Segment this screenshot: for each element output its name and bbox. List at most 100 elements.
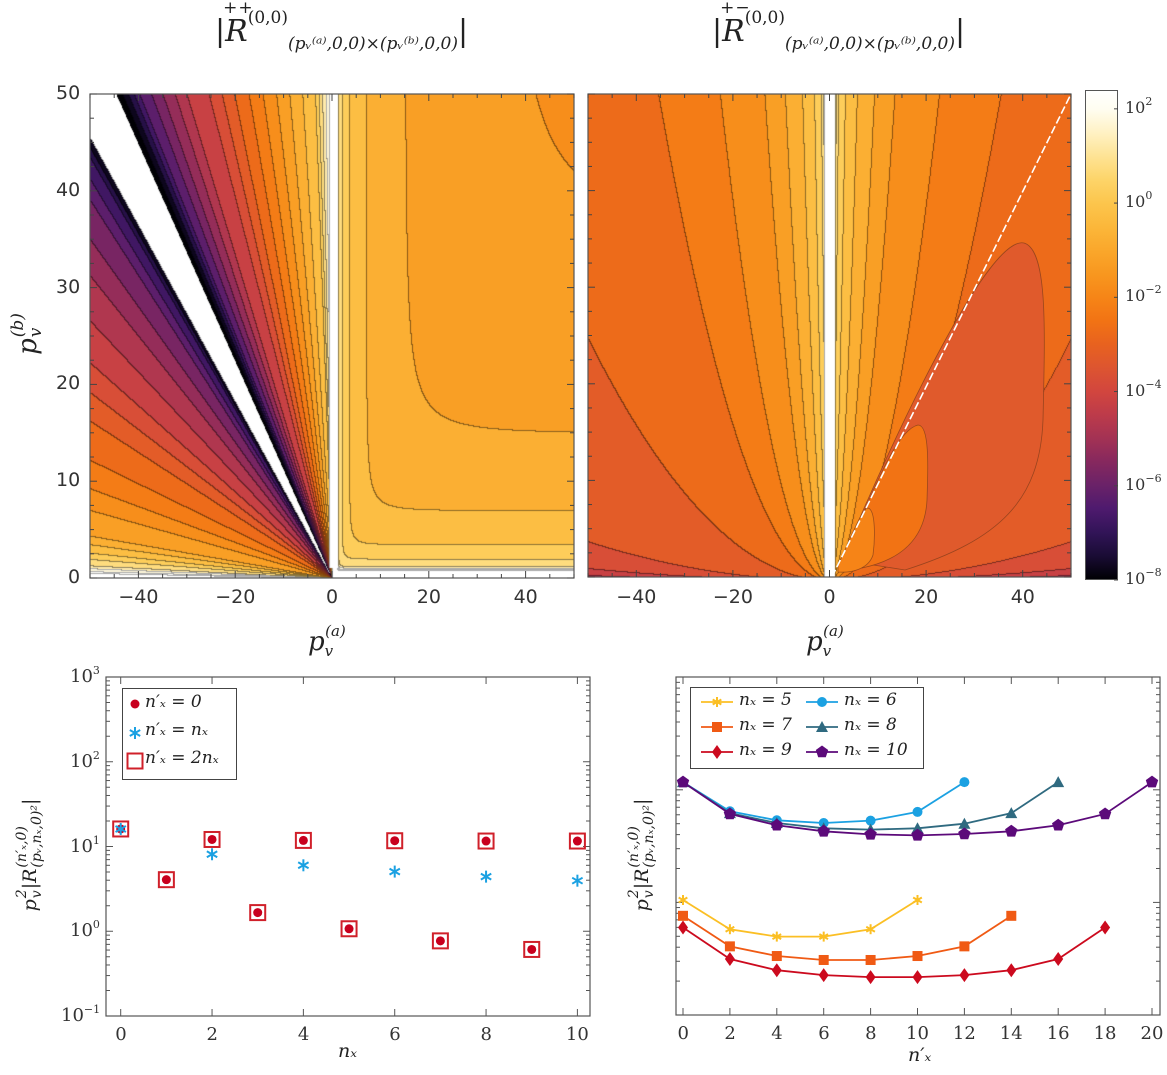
- circle-marker: [912, 806, 923, 817]
- bottom-left-legend: n′ₓ = 0 n′ₓ = nₓ n′ₓ = 2nₓ: [122, 688, 237, 780]
- x-tick-label: 0: [326, 586, 339, 608]
- square-marker: [712, 722, 722, 732]
- marker-diamond: [865, 970, 876, 985]
- marker-diamond: [1006, 963, 1017, 978]
- title-bar-close: |: [954, 14, 966, 49]
- diamond-marker: [1006, 963, 1017, 978]
- marker-circle: [527, 944, 537, 954]
- series-line: [682, 926, 1106, 979]
- y-tick-label: 30: [56, 275, 81, 298]
- marker-asterisk-stroke: [115, 825, 127, 833]
- asterisk-marker: [206, 848, 218, 861]
- marker-diamond: [1100, 920, 1111, 935]
- marker-square: [678, 910, 688, 921]
- marker-diamond: [1053, 952, 1064, 967]
- y-tick-label: 20: [56, 372, 81, 395]
- square-marker: [959, 941, 970, 952]
- legend-label: nₓ = 7: [739, 715, 792, 735]
- marker-square: [294, 831, 312, 849]
- marker-diamond: [712, 745, 722, 759]
- marker-square: [126, 752, 144, 770]
- marker-circle: [865, 815, 876, 826]
- asterisk-marker: [297, 859, 310, 872]
- marker-pentagon: [770, 818, 783, 831]
- x-tick-label: 4: [771, 1023, 783, 1044]
- marker-asterisk-stroke: [818, 933, 829, 940]
- marker-asterisk-stroke: [865, 925, 876, 933]
- top-left-title: |R ++ (0,0)(pᵥ⁽ᵃ⁾,0,0)×(pᵥ⁽ᵇ⁾,0,0)|: [215, 0, 468, 54]
- marker-circle: [817, 697, 827, 707]
- diamond-marker: [865, 970, 876, 985]
- open-square-marker: [431, 932, 449, 950]
- marker-circle: [207, 834, 217, 844]
- legend-label: n′ₓ = 2nₓ: [145, 748, 219, 768]
- x-tick-label: 20: [416, 586, 441, 608]
- x-tick-label: −20: [215, 586, 256, 608]
- diamond-marker: [712, 745, 722, 759]
- x-tick-label: 0: [115, 1024, 127, 1045]
- colorbar-tick-label: 100: [1125, 189, 1153, 212]
- marker-circle: [959, 777, 970, 788]
- diamond-marker: [1053, 952, 1064, 967]
- marker-circle: [390, 836, 400, 846]
- dot-marker: [481, 836, 491, 846]
- y-tick-label: 0: [68, 566, 81, 588]
- dot-marker: [435, 936, 445, 946]
- diamond-marker: [771, 963, 782, 978]
- title-symbol: R ++: [223, 0, 254, 49]
- dot-marker: [527, 944, 537, 954]
- pentagon-marker: [817, 824, 830, 837]
- marker-triangle: [1005, 807, 1018, 819]
- x-tick-label: −40: [616, 586, 657, 608]
- marker-asterisk-stroke: [480, 872, 492, 881]
- marker-pentagon: [723, 807, 737, 820]
- asterisk-marker: [678, 895, 688, 906]
- circle-marker: [959, 777, 970, 788]
- marker-pentagon: [1005, 824, 1018, 837]
- marker-circle: [161, 875, 171, 885]
- asterisk-marker: [389, 865, 401, 878]
- x-tick-label: 12: [952, 1023, 976, 1044]
- marker-square: [712, 722, 722, 732]
- marker-asterisk-stroke: [771, 933, 782, 940]
- y-tick-label: 102: [70, 748, 100, 772]
- top-left-xlabel: pv(a): [308, 622, 346, 660]
- open-square-marker: [294, 831, 312, 849]
- open-square-marker: [386, 832, 404, 850]
- marker-asterisk-stroke: [206, 850, 218, 859]
- marker-triangle: [1052, 776, 1065, 788]
- x-tick-label: 18: [1093, 1023, 1117, 1044]
- pentagon-marker: [911, 828, 924, 841]
- marker-square: [203, 830, 221, 848]
- square-marker: [771, 951, 782, 962]
- pentagon-marker: [1098, 807, 1112, 820]
- x-tick-label: 8: [480, 1024, 492, 1045]
- open-square-marker: [203, 830, 221, 848]
- pentagon-marker: [1052, 818, 1065, 831]
- pentagon-marker: [770, 818, 783, 831]
- marker-asterisk-stroke: [297, 861, 310, 870]
- title-bar-open: |: [712, 14, 723, 49]
- marker-diamond: [724, 952, 735, 967]
- y-tick-label: 10: [56, 469, 81, 492]
- diamond-marker: [678, 920, 688, 935]
- asterisk-marker: [480, 870, 492, 883]
- pentagon-marker: [676, 775, 690, 788]
- marker-square: [818, 954, 829, 965]
- asterisk-marker: [712, 697, 722, 707]
- title-bar-open: |: [215, 14, 226, 49]
- asterisk-marker: [571, 874, 584, 887]
- x-tick-label: 10: [906, 1023, 929, 1044]
- legend-label: nₓ = 9: [739, 740, 792, 760]
- series-line: [682, 899, 918, 938]
- marker-square: [477, 832, 495, 850]
- x-tick-label: 0: [677, 1023, 689, 1044]
- bottom-right-xlabel: n′ₓ: [908, 1044, 932, 1066]
- open-square-marker: [523, 940, 541, 958]
- marker-asterisk-stroke: [678, 896, 688, 904]
- title-sup: (0,0): [247, 8, 289, 28]
- marker-circle: [572, 836, 582, 846]
- x-tick-label: 20: [914, 586, 939, 608]
- triangle-marker: [1052, 776, 1065, 788]
- marker-square: [771, 951, 782, 962]
